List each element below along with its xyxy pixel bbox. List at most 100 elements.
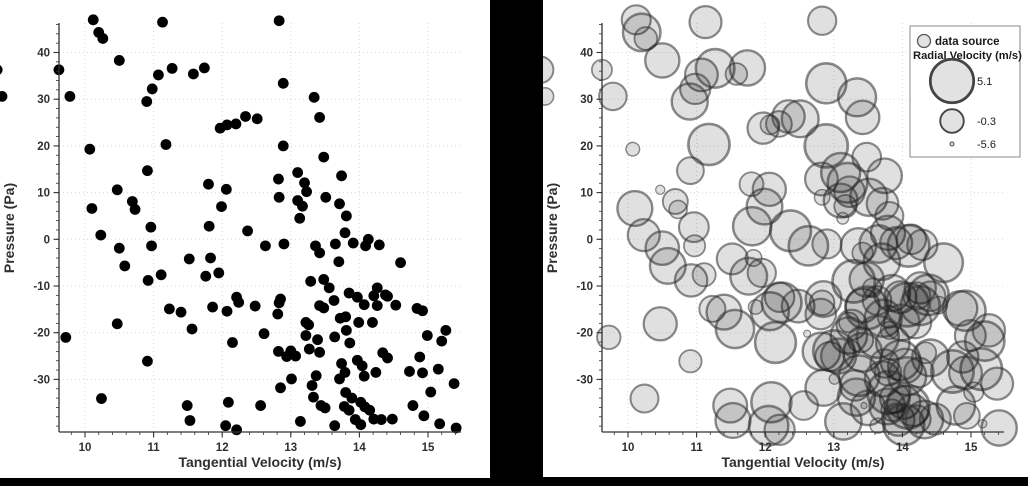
bubble-mark [803,161,839,197]
dot-mark [336,170,347,182]
dot-mark [187,68,199,80]
y-tick-label: -30 [33,374,50,386]
y-tick-label: 20 [37,141,50,153]
x-tick-label: 13 [284,442,297,454]
dot-mark [339,366,351,378]
bubble-mark [673,263,709,298]
dot-mark [434,418,446,430]
bubble-mark [543,86,555,106]
dot-mark [84,143,96,155]
dot-mark [305,275,317,287]
dot-mark [111,318,123,330]
x-tick-label: 15 [422,442,435,454]
bubble-mark [804,297,838,331]
dot-mark [60,331,72,343]
legend-size-value: -0.3 [977,116,996,128]
dot-mark [308,391,319,403]
dot-mark [299,177,310,189]
y-tick-label: -30 [576,374,593,386]
dot-mark [303,319,315,331]
dot-mark [425,386,437,398]
x-axis-title: Tangential Velocity (m/s) [721,454,884,470]
dot-mark [221,305,233,317]
y-tick-label: 20 [580,141,593,153]
dot-mark [329,331,341,343]
bubble-mark [780,99,820,139]
dot-mark [336,358,347,369]
dot-mark [300,330,312,341]
dot-mark [277,77,289,89]
dot-mark [294,212,306,224]
dot-mark [146,83,158,95]
bubble-mark [860,401,868,410]
dot-mark [205,252,216,264]
bubble-mark [644,42,681,79]
dot-mark [329,238,341,250]
dot-mark [355,419,367,431]
bubble-mark [655,184,666,195]
x-tick-label: 11 [691,442,704,454]
dot-mark [334,198,345,210]
dot-mark [329,420,341,432]
dot-mark [141,96,153,107]
dot-mark [166,62,178,74]
y-tick-label: -10 [33,281,50,293]
dot-mark [198,62,210,74]
dot-mark [155,269,167,281]
dot-mark [343,404,355,416]
bubble-mark [971,313,1007,348]
bubble-mark [678,349,703,374]
bubble-mark [596,324,622,351]
dot-mark [407,400,419,411]
dot-mark [323,282,335,294]
dot-mark [145,221,157,233]
bubble-mark [691,262,717,288]
legend-size-title: Radial Velocity (m/s) [913,50,1022,62]
dot-mark [371,300,383,312]
dot-mark [440,324,452,336]
dot-mark [448,378,460,390]
y-axis-title: Pressure (Pa) [1,183,17,273]
x-tick-label: 12 [216,442,229,454]
bubble-mark [598,81,628,112]
y-tick-label: 10 [580,188,593,200]
dot-mark [119,260,131,272]
dot-mark [320,191,332,203]
dot-mark [319,402,331,414]
dot-mark [347,237,359,249]
dot-mark [249,300,261,312]
dot-mark [346,392,358,404]
y-tick-label: -20 [576,328,593,340]
bubble-mark [712,387,749,424]
dot-mark [240,111,251,122]
dot-mark [220,420,232,432]
bubble-mark [625,141,641,157]
bubble-scatter-chart: 10 11 12 13 14 15 -30 -20 -10 0 10 20 30 40 Tangential… [543,4,1022,470]
dot-mark [358,370,370,382]
dot-mark [272,308,284,320]
dot-mark [343,287,355,299]
dot-mark [129,204,141,215]
bubble-mark [543,55,555,84]
dot-mark [273,173,284,185]
dot-mark [207,301,218,313]
bubble-mark [979,366,1015,401]
y-tick-label: 30 [580,94,593,106]
dot-mark [368,290,380,302]
dot-mark [373,239,385,251]
dot-mark [142,165,153,177]
bubble-mark [621,12,662,53]
x-tick-label: 10 [622,442,635,454]
dot-mark [356,360,368,372]
dot-mark [295,416,306,427]
dot-mark [306,380,318,391]
dot-mark [436,335,448,347]
legend-series-label: data source [935,36,1000,48]
legend: data source Radial Velocity (m/s) 5.1 -0.3 -… [909,25,1022,158]
dot-mark [160,139,172,150]
dot-mark [432,363,444,375]
dot-mark [184,415,196,426]
dot-mark [340,210,352,222]
dot-mark [221,119,233,131]
dot-mark [312,334,323,346]
